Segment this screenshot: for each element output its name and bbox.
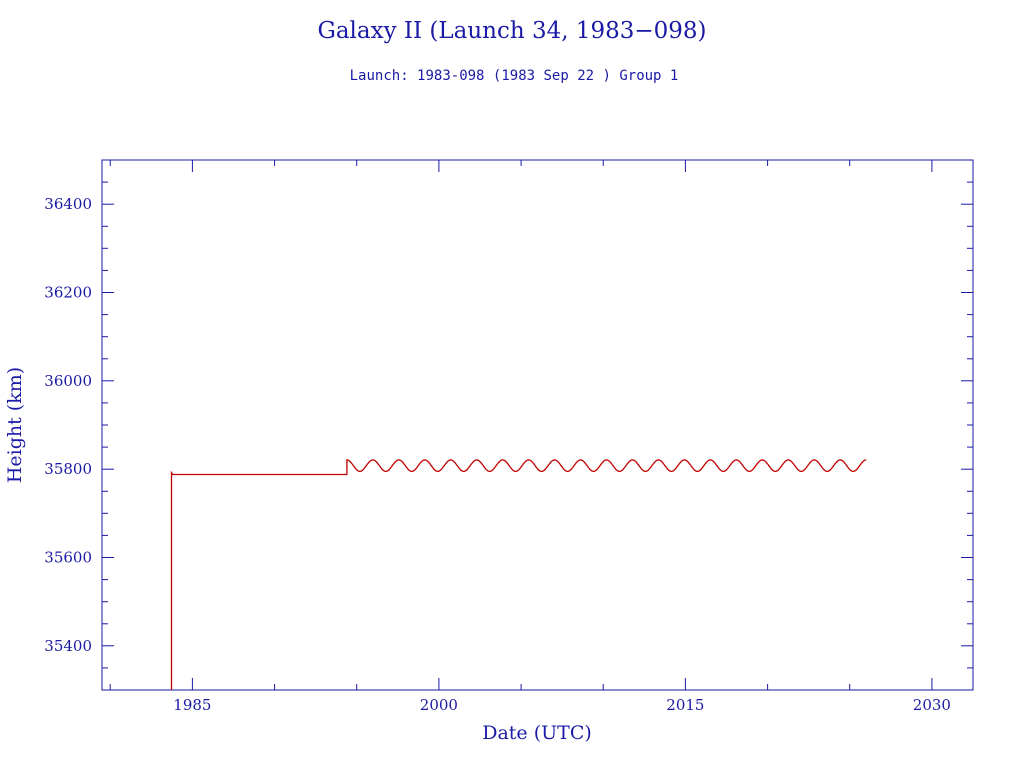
y-tick-label: 36200: [44, 284, 92, 302]
y-tick-label: 35600: [44, 549, 92, 567]
y-tick-label: 36400: [44, 195, 92, 213]
chart-title: Galaxy II (Launch 34, 1983−098): [317, 18, 706, 44]
height-series-line: [170, 459, 867, 690]
y-tick-label: 35800: [44, 460, 92, 478]
series-layer: [170, 459, 867, 690]
tick-labels: 1985 2000 2015 2030 35400 35600 35800 36000 3620…: [44, 195, 951, 714]
x-tick-label: 1985: [173, 696, 211, 714]
x-tick-label: 2015: [666, 696, 704, 714]
x-tick-label: 2000: [420, 696, 458, 714]
y-tick-label: 35400: [44, 637, 92, 655]
y-tick-label: 36000: [44, 372, 92, 390]
plot-frame: [101, 159, 974, 691]
x-tick-label: 2030: [913, 696, 951, 714]
y-axis-label: Height (km): [4, 367, 26, 483]
chart-subtitle: Launch: 1983-098 (1983 Sep 22 ) Group 1: [350, 68, 679, 84]
axis-ticks: [102, 159, 973, 691]
x-axis-label: Date (UTC): [482, 722, 592, 744]
